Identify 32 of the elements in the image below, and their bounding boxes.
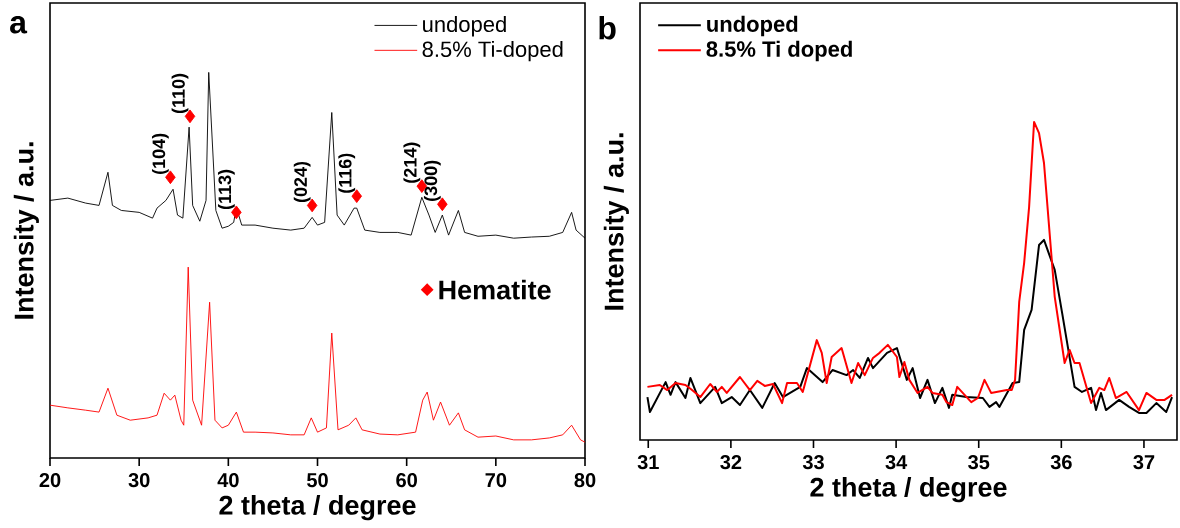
x-tick-label: 32 xyxy=(720,455,742,470)
annotation: (104) xyxy=(151,133,169,174)
x-tick-label: 50 xyxy=(307,473,328,488)
x-tick-label: 80 xyxy=(574,473,596,488)
x-tick-label: 40 xyxy=(217,473,239,488)
legend-label: 8.5% Ti-doped xyxy=(422,40,563,62)
x-tick-label: 31 xyxy=(637,455,659,470)
x-tick-label: 20 xyxy=(39,473,61,488)
annotation: (024) xyxy=(293,161,311,203)
x-tick-label: 36 xyxy=(1050,455,1072,470)
annotation: (110) xyxy=(171,73,189,114)
legend-label: undoped xyxy=(423,15,506,37)
x-tick-label: 60 xyxy=(396,473,417,488)
x-tick-label: 30 xyxy=(128,473,150,488)
y-axis-title: Intensity / a.u. xyxy=(13,142,39,319)
x-tick-label: 35 xyxy=(968,455,990,470)
annotation: (214) xyxy=(403,142,421,183)
legend-label: undoped xyxy=(707,15,798,37)
x-tick-label: 33 xyxy=(802,455,824,470)
chart-title: b xyxy=(599,16,616,40)
legend-label: 8.5% Ti doped xyxy=(706,40,852,62)
annotation: (113) xyxy=(217,169,235,210)
annotation: (300) xyxy=(423,160,441,201)
x-tick-label: 70 xyxy=(485,473,507,488)
x-tick-label: 37 xyxy=(1133,455,1155,470)
annotation: (116) xyxy=(338,153,356,193)
x-axis-title: 2 theta / degree xyxy=(810,476,1007,503)
legend-label: Hematite xyxy=(439,279,551,300)
y-axis-title: Intensity / a.u. xyxy=(603,133,629,310)
x-axis-title: 2 theta / degree xyxy=(219,494,416,521)
x-tick-label: 34 xyxy=(885,455,908,470)
chart-title: a xyxy=(10,16,28,34)
